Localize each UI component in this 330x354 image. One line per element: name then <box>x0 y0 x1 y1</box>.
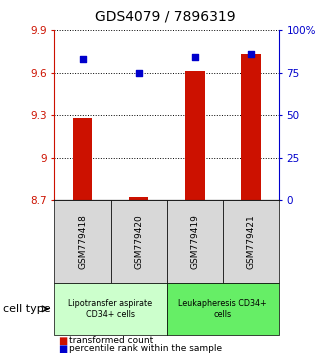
Text: GSM779421: GSM779421 <box>246 214 255 269</box>
Point <box>136 70 141 75</box>
Text: cell type: cell type <box>3 304 51 314</box>
Bar <box>129 197 149 200</box>
Point <box>248 51 253 57</box>
Text: GSM779418: GSM779418 <box>78 214 87 269</box>
Point <box>80 56 85 62</box>
Text: percentile rank within the sample: percentile rank within the sample <box>69 344 222 353</box>
Bar <box>241 54 261 200</box>
Point <box>192 55 197 60</box>
Text: GSM779420: GSM779420 <box>134 214 143 269</box>
Text: GDS4079 / 7896319: GDS4079 / 7896319 <box>95 10 235 24</box>
Text: Lipotransfer aspirate
CD34+ cells: Lipotransfer aspirate CD34+ cells <box>69 299 152 319</box>
Text: ■: ■ <box>58 344 67 354</box>
Bar <box>185 71 205 200</box>
Text: transformed count: transformed count <box>69 336 153 345</box>
Text: GSM779419: GSM779419 <box>190 214 199 269</box>
Text: ■: ■ <box>58 336 67 346</box>
Bar <box>73 118 92 200</box>
Text: Leukapheresis CD34+
cells: Leukapheresis CD34+ cells <box>179 299 267 319</box>
